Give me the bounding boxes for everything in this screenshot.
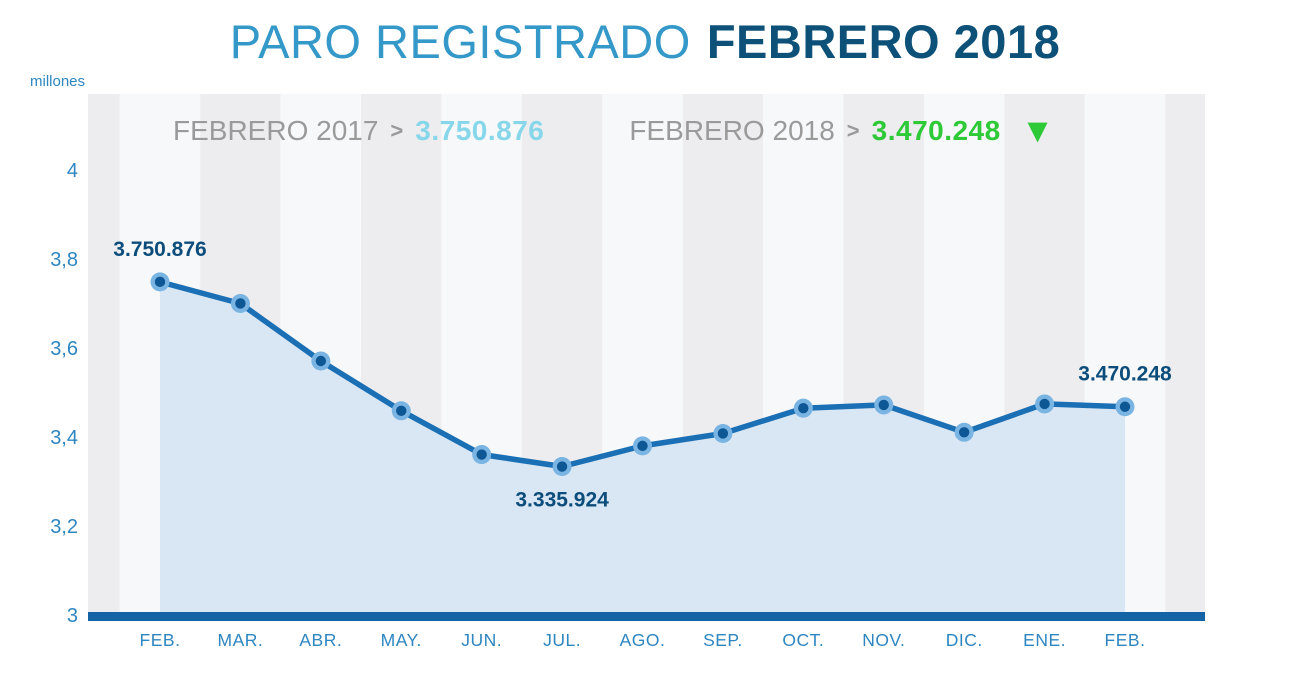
point-label: 3.335.924 [515, 489, 609, 512]
x-tick-label: DIC. [946, 630, 983, 650]
x-tick-label: SEP. [703, 630, 743, 650]
data-point [958, 427, 970, 438]
y-axis-labels: 3 3,2 3,4 3,6 3,8 4 [50, 160, 78, 627]
x-tick-label: MAY. [381, 630, 422, 650]
x-axis-line [88, 612, 1205, 621]
x-tick-label: OCT. [782, 630, 824, 650]
y-tick-label: 3,2 [50, 516, 78, 538]
legend-value: 3.750.876 [415, 115, 545, 146]
x-tick-label: JUN. [461, 630, 502, 650]
legend-item-feb-2017: FEBRERO 2017 > 3.750.876 [173, 115, 544, 147]
stripe [1165, 94, 1205, 612]
data-point [476, 449, 487, 460]
x-tick-label: JUL. [543, 630, 581, 650]
y-tick-label: 3,8 [50, 249, 78, 271]
data-point [878, 399, 889, 411]
x-tick-label: FEB. [1105, 630, 1146, 650]
page-title: PARO REGISTRADO FEBRERO 2018 [0, 14, 1290, 69]
stripe [88, 94, 120, 612]
point-label: 3.470.248 [1078, 363, 1172, 386]
y-tick-label: 4 [67, 160, 78, 182]
data-point [396, 405, 407, 416]
legend: FEBRERO 2017 > 3.750.876 FEBRERO 2018 > … [88, 114, 1205, 148]
legend-label: FEBRERO 2017 [173, 115, 379, 146]
title-light: PARO REGISTRADO [229, 15, 691, 68]
x-tick-label: MAR. [218, 630, 264, 650]
y-tick-label: 3,6 [50, 338, 78, 360]
data-points [150, 272, 1135, 477]
x-tick-label: FEB. [140, 630, 181, 650]
data-point [556, 461, 568, 472]
data-point [235, 298, 246, 309]
y-tick-label: 3 [67, 605, 78, 627]
x-tick-label: AGO. [620, 630, 666, 650]
data-point [717, 428, 729, 439]
data-point [315, 355, 327, 367]
legend-value: 3.470.248 [871, 115, 1001, 146]
legend-item-feb-2018: FEBRERO 2018 > 3.470.248 ▼ [629, 114, 1054, 148]
trend-down-icon: ▼ [1020, 112, 1055, 150]
y-tick-label: 3,4 [50, 427, 78, 449]
title-bold: FEBRERO 2018 [706, 15, 1061, 68]
data-point [637, 440, 648, 452]
x-tick-label: ENE. [1023, 630, 1066, 650]
y-axis-unit-label: millones [30, 73, 86, 90]
legend-label: FEBRERO 2018 [629, 115, 835, 146]
data-point [1119, 401, 1131, 412]
x-tick-label: ABR. [299, 630, 342, 650]
chevron-right-icon: > [846, 118, 860, 143]
x-tick-label: NOV. [862, 630, 905, 650]
data-point [798, 402, 809, 414]
point-label: 3.750.876 [113, 238, 206, 261]
x-axis-labels: FEB. MAR. ABR. MAY. JUN. JUL. AGO. SEP. OCT. NOV.… [140, 630, 1146, 650]
data-point [1039, 398, 1050, 410]
chevron-right-icon: > [390, 118, 404, 143]
data-point [154, 276, 166, 288]
